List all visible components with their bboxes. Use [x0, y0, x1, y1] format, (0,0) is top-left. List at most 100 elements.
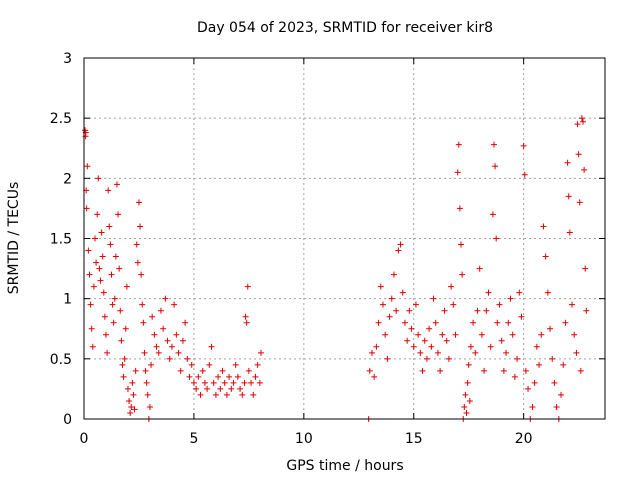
- data-point: [553, 403, 560, 410]
- data-point: [131, 406, 138, 413]
- data-point: [496, 301, 503, 308]
- data-point: [87, 301, 94, 308]
- data-point: [239, 391, 246, 398]
- data-point: [437, 367, 444, 374]
- data-point: [500, 367, 507, 374]
- data-point: [560, 361, 567, 368]
- data-point: [388, 295, 395, 302]
- x-tick-label: 15: [405, 431, 423, 447]
- data-point: [219, 367, 226, 374]
- data-point: [434, 349, 441, 356]
- data-point: [164, 337, 171, 344]
- data-point: [562, 319, 569, 326]
- data-point: [379, 301, 386, 308]
- data-point: [121, 355, 128, 362]
- data-point: [257, 349, 264, 356]
- data-point: [84, 163, 91, 170]
- data-point: [201, 379, 208, 386]
- data-point: [408, 325, 415, 332]
- data-point: [518, 313, 525, 320]
- y-tick-label: 0: [63, 412, 72, 428]
- data-point: [104, 349, 111, 356]
- data-point: [566, 229, 573, 236]
- data-point: [157, 307, 164, 314]
- data-point: [140, 319, 147, 326]
- data-point: [144, 391, 151, 398]
- data-point: [423, 355, 430, 362]
- data-point: [250, 391, 257, 398]
- data-point: [428, 343, 435, 350]
- data-point: [393, 307, 400, 314]
- data-point: [206, 361, 213, 368]
- data-point: [199, 367, 206, 374]
- data-point: [461, 403, 468, 410]
- data-point: [162, 295, 169, 302]
- data-point: [494, 319, 501, 326]
- data-point: [115, 211, 122, 218]
- data-point: [208, 343, 215, 350]
- data-point: [85, 247, 92, 254]
- data-point: [516, 289, 523, 296]
- data-point: [540, 223, 547, 230]
- data-point: [110, 319, 117, 326]
- data-point: [564, 159, 571, 166]
- data-point: [122, 325, 129, 332]
- data-point: [576, 199, 583, 206]
- data-point: [514, 355, 521, 362]
- data-point: [242, 313, 249, 320]
- data-point: [90, 283, 97, 290]
- y-tick-label: 3: [63, 51, 72, 67]
- data-point: [91, 235, 98, 242]
- data-point: [493, 235, 500, 242]
- data-point: [395, 247, 402, 254]
- data-point: [108, 271, 115, 278]
- data-point: [580, 118, 587, 125]
- data-point: [578, 115, 585, 122]
- data-point: [123, 283, 130, 290]
- data-point: [470, 319, 477, 326]
- data-point: [399, 289, 406, 296]
- data-point: [569, 301, 576, 308]
- data-point: [210, 379, 217, 386]
- data-point: [371, 373, 378, 380]
- data-point: [483, 307, 490, 314]
- data-point: [531, 379, 538, 386]
- data-point: [245, 367, 252, 374]
- data-point: [193, 385, 200, 392]
- data-point: [498, 337, 505, 344]
- data-point: [248, 379, 255, 386]
- data-point: [112, 253, 119, 260]
- data-point: [101, 313, 108, 320]
- data-point: [137, 223, 144, 230]
- data-point: [439, 331, 446, 338]
- data-point: [551, 379, 558, 386]
- data-point: [151, 331, 158, 338]
- y-tick-labels: 0 0.5 1 1.5 2 2.5 3: [50, 51, 72, 428]
- data-point: [106, 223, 113, 230]
- data-point: [419, 367, 426, 374]
- y-tick-label: 2: [63, 171, 72, 187]
- data-point: [575, 151, 582, 158]
- data-point: [130, 391, 137, 398]
- data-point: [134, 259, 141, 266]
- data-point: [212, 391, 219, 398]
- data-point: [254, 361, 261, 368]
- y-axis-title: SRMTID / TECUs: [6, 182, 22, 295]
- data-point: [529, 403, 536, 410]
- data-point: [507, 295, 514, 302]
- data-point: [129, 379, 136, 386]
- data-point: [98, 229, 105, 236]
- data-point: [450, 301, 457, 308]
- data-point: [107, 241, 114, 248]
- data-point: [186, 373, 193, 380]
- data-point: [574, 121, 581, 128]
- data-point: [179, 337, 186, 344]
- data-point: [86, 271, 93, 278]
- data-point: [571, 331, 578, 338]
- data-point: [430, 295, 437, 302]
- data-point: [490, 141, 497, 148]
- data-point: [525, 385, 532, 392]
- data-point: [133, 241, 140, 248]
- data-point: [126, 397, 133, 404]
